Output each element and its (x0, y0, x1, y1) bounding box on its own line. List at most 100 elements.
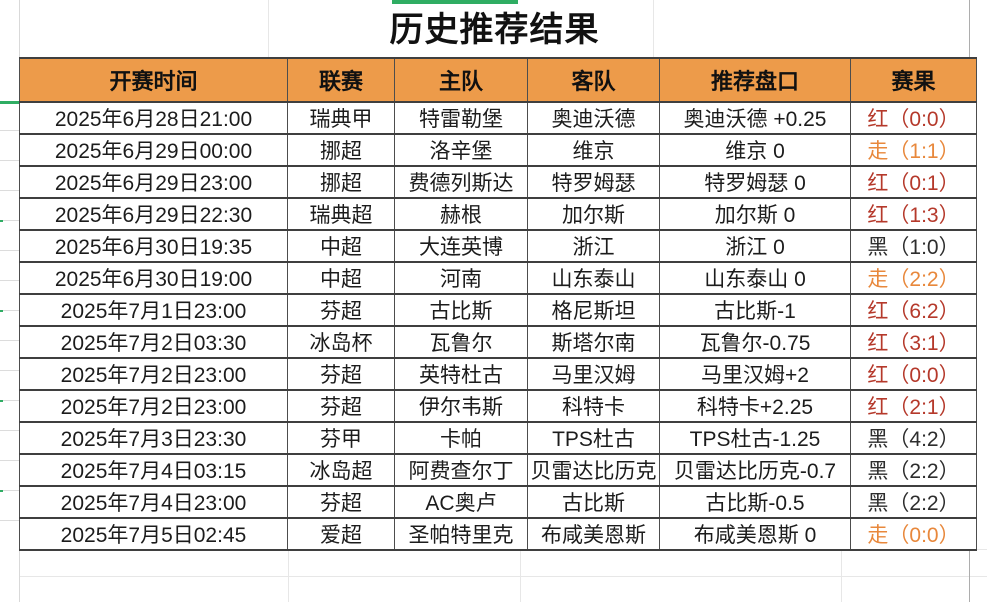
home-team-cell[interactable]: 卡帕 (394, 421, 528, 455)
time-cell[interactable]: 2025年6月28日21:00 (19, 101, 288, 135)
time-cell[interactable]: 2025年7月2日03:30 (19, 325, 288, 359)
league-cell[interactable]: 芬超 (287, 485, 395, 519)
away-team-cell[interactable]: 维京 (527, 133, 660, 167)
result-cell[interactable]: 走（1:1） (850, 133, 977, 167)
result-cell[interactable]: 黑（4:2） (850, 421, 977, 455)
away-team-cell[interactable]: 加尔斯 (527, 197, 660, 231)
home-team-cell[interactable]: AC奥卢 (394, 485, 528, 519)
table-row: 2025年7月2日23:00 芬超 英特杜古 马里汉姆 马里汉姆+2 红（0:0… (19, 357, 977, 391)
table-row: 2025年7月4日23:00 芬超 AC奥卢 古比斯 古比斯-0.5 黑（2:2… (19, 485, 977, 519)
sheet-gridline-vertical (841, 522, 842, 602)
column-header-time[interactable]: 开赛时间 (19, 57, 288, 103)
time-cell[interactable]: 2025年6月30日19:35 (19, 229, 288, 263)
result-cell[interactable]: 红（0:0） (850, 357, 977, 391)
time-cell[interactable]: 2025年7月2日23:00 (19, 389, 288, 423)
league-cell[interactable]: 冰岛超 (287, 453, 395, 487)
result-cell[interactable]: 走（0:0） (850, 517, 977, 551)
home-team-cell[interactable]: 古比斯 (394, 293, 528, 327)
result-cell[interactable]: 红（3:1） (850, 325, 977, 359)
handicap-cell[interactable]: 布咸美恩斯 0 (659, 517, 851, 551)
handicap-cell[interactable]: 加尔斯 0 (659, 197, 851, 231)
result-cell[interactable]: 红（0:0） (850, 101, 977, 135)
away-team-cell[interactable]: 浙江 (527, 229, 660, 263)
away-team-cell[interactable]: 格尼斯坦 (527, 293, 660, 327)
handicap-cell[interactable]: 马里汉姆+2 (659, 357, 851, 391)
time-cell[interactable]: 2025年7月4日03:15 (19, 453, 288, 487)
time-cell[interactable]: 2025年6月29日23:00 (19, 165, 288, 199)
time-cell[interactable]: 2025年7月2日23:00 (19, 357, 288, 391)
league-cell[interactable]: 芬超 (287, 293, 395, 327)
result-cell[interactable]: 红（6:2） (850, 293, 977, 327)
result-cell[interactable]: 黑（1:0） (850, 229, 977, 263)
home-team-cell[interactable]: 英特杜古 (394, 357, 528, 391)
away-team-cell[interactable]: 斯塔尔南 (527, 325, 660, 359)
league-cell[interactable]: 芬超 (287, 389, 395, 423)
away-team-cell[interactable]: 奥迪沃德 (527, 101, 660, 135)
row-gutter-gridlines (0, 101, 19, 522)
handicap-cell[interactable]: 奥迪沃德 +0.25 (659, 101, 851, 135)
home-team-cell[interactable]: 特雷勒堡 (394, 101, 528, 135)
row-gutter-tick (0, 220, 3, 222)
away-team-cell[interactable]: 科特卡 (527, 389, 660, 423)
column-header-result[interactable]: 赛果 (850, 57, 977, 103)
league-cell[interactable]: 挪超 (287, 165, 395, 199)
time-cell[interactable]: 2025年6月29日00:00 (19, 133, 288, 167)
away-team-cell[interactable]: 山东泰山 (527, 261, 660, 295)
home-team-cell[interactable]: 圣帕特里克 (394, 517, 528, 551)
home-team-cell[interactable]: 伊尔韦斯 (394, 389, 528, 423)
handicap-cell[interactable]: 瓦鲁尔-0.75 (659, 325, 851, 359)
result-cell[interactable]: 走（2:2） (850, 261, 977, 295)
handicap-cell[interactable]: 贝雷达比历克-0.7 (659, 453, 851, 487)
home-team-cell[interactable]: 费德列斯达 (394, 165, 528, 199)
result-cell[interactable]: 红（1:3） (850, 197, 977, 231)
result-cell[interactable]: 红（2:1） (850, 389, 977, 423)
league-cell[interactable]: 冰岛杯 (287, 325, 395, 359)
home-team-cell[interactable]: 河南 (394, 261, 528, 295)
league-cell[interactable]: 瑞典超 (287, 197, 395, 231)
row-selection-marker (0, 101, 19, 104)
away-team-cell[interactable]: 特罗姆瑟 (527, 165, 660, 199)
league-cell[interactable]: 中超 (287, 229, 395, 263)
away-team-cell[interactable]: 布咸美恩斯 (527, 517, 660, 551)
home-team-cell[interactable]: 洛辛堡 (394, 133, 528, 167)
handicap-cell[interactable]: 维京 0 (659, 133, 851, 167)
league-cell[interactable]: 挪超 (287, 133, 395, 167)
away-team-cell[interactable]: TPS杜古 (527, 421, 660, 455)
home-team-cell[interactable]: 赫根 (394, 197, 528, 231)
time-cell[interactable]: 2025年7月4日23:00 (19, 485, 288, 519)
league-cell[interactable]: 中超 (287, 261, 395, 295)
handicap-cell[interactable]: 特罗姆瑟 0 (659, 165, 851, 199)
table-row: 2025年7月2日03:30 冰岛杯 瓦鲁尔 斯塔尔南 瓦鲁尔-0.75 红（3… (19, 325, 977, 359)
league-cell[interactable]: 芬超 (287, 357, 395, 391)
league-cell[interactable]: 瑞典甲 (287, 101, 395, 135)
home-team-cell[interactable]: 瓦鲁尔 (394, 325, 528, 359)
column-header-away[interactable]: 客队 (527, 57, 660, 103)
result-cell[interactable]: 黑（2:2） (850, 453, 977, 487)
time-cell[interactable]: 2025年7月5日02:45 (19, 517, 288, 551)
page-title: 历史推荐结果 (389, 11, 600, 49)
handicap-cell[interactable]: 浙江 0 (659, 229, 851, 263)
result-cell[interactable]: 黑（2:2） (850, 485, 977, 519)
home-team-cell[interactable]: 阿费查尔丁 (394, 453, 528, 487)
handicap-cell[interactable]: 科特卡+2.25 (659, 389, 851, 423)
handicap-cell[interactable]: 山东泰山 0 (659, 261, 851, 295)
away-team-cell[interactable]: 古比斯 (527, 485, 660, 519)
time-cell[interactable]: 2025年7月1日23:00 (19, 293, 288, 327)
column-header-handicap[interactable]: 推荐盘口 (659, 57, 851, 103)
column-header-home[interactable]: 主队 (394, 57, 528, 103)
home-team-cell[interactable]: 大连英博 (394, 229, 528, 263)
handicap-cell[interactable]: TPS杜古-1.25 (659, 421, 851, 455)
handicap-cell[interactable]: 古比斯-0.5 (659, 485, 851, 519)
league-cell[interactable]: 爱超 (287, 517, 395, 551)
handicap-cell[interactable]: 古比斯-1 (659, 293, 851, 327)
row-gutter-tick (0, 490, 3, 492)
away-team-cell[interactable]: 贝雷达比历克 (527, 453, 660, 487)
time-cell[interactable]: 2025年6月29日22:30 (19, 197, 288, 231)
result-cell[interactable]: 红（0:1） (850, 165, 977, 199)
time-cell[interactable]: 2025年7月3日23:30 (19, 421, 288, 455)
league-cell[interactable]: 芬甲 (287, 421, 395, 455)
time-cell[interactable]: 2025年6月30日19:00 (19, 261, 288, 295)
away-team-cell[interactable]: 马里汉姆 (527, 357, 660, 391)
table-row: 2025年6月29日23:00 挪超 费德列斯达 特罗姆瑟 特罗姆瑟 0 红（0… (19, 165, 977, 199)
column-header-league[interactable]: 联赛 (287, 57, 395, 103)
